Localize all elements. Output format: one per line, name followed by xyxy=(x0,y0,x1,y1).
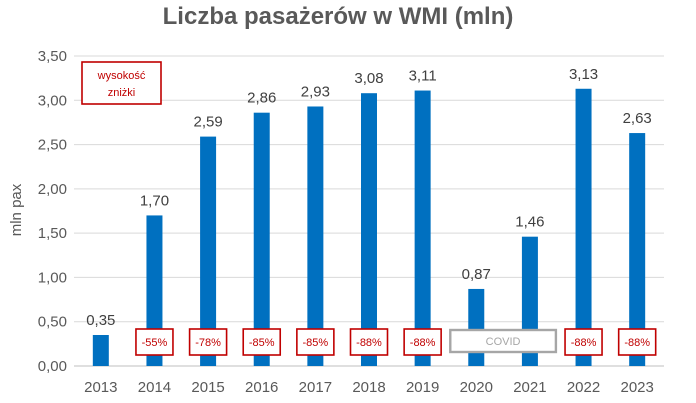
bar-2018 xyxy=(361,93,377,366)
chart-title: Liczba pasażerów w WMI (mln) xyxy=(163,3,514,30)
bar-2016 xyxy=(253,112,270,366)
y-axis-label: mln pax xyxy=(8,183,25,236)
x-tick-label-2021: 2021 xyxy=(513,379,546,396)
discount-badge-label: -88% xyxy=(410,337,436,349)
discount-badge-2018: -88% xyxy=(349,328,389,356)
covid-annotation: COVID xyxy=(449,328,558,354)
discount-badge-box xyxy=(296,328,335,356)
discount-badge-2023: -88% xyxy=(617,328,657,356)
legend-box-frame xyxy=(81,61,162,105)
x-tick-label-2020: 2020 xyxy=(460,379,493,396)
x-tick-label-2022: 2022 xyxy=(567,379,600,396)
data-label-2023: 2,63 xyxy=(623,110,652,127)
y-tick-label: 3,50 xyxy=(38,48,67,65)
data-label-2017: 2,93 xyxy=(301,83,330,100)
x-tick-label-2019: 2019 xyxy=(406,379,439,396)
bars xyxy=(92,88,646,367)
y-tick-label: 2,50 xyxy=(38,137,67,154)
discount-badges: -55% -78% -85% -85% -88% -88% -88% -88% xyxy=(135,328,657,356)
discount-badge-2015: -78% xyxy=(188,328,228,356)
y-tick-label: 3,00 xyxy=(38,92,67,109)
x-tick-label-2015: 2015 xyxy=(191,379,224,396)
discount-badge-2017: -85% xyxy=(296,328,335,356)
discount-badge-label: -85% xyxy=(303,337,329,349)
y-tick-label: 0,50 xyxy=(38,314,67,331)
x-tick-labels: 2013 2014 2015 2016 2017 2018 2019 2020 2021 2022… xyxy=(84,379,654,396)
data-labels: 0,35 1,70 2,59 2,86 2,93 3,08 3,11 0,87 1,46 3,13… xyxy=(86,66,652,329)
x-tick-label-2018: 2018 xyxy=(352,379,385,396)
bar-2022 xyxy=(575,88,592,367)
bar-2023 xyxy=(629,133,646,366)
x-tick-label-2016: 2016 xyxy=(245,379,278,396)
data-label-2021: 1,46 xyxy=(515,214,544,231)
data-label-2019: 3,11 xyxy=(409,68,437,85)
discount-badge-2014: -55% xyxy=(135,328,174,356)
discount-badge-label: -88% xyxy=(356,337,382,349)
discount-badge-box xyxy=(617,328,657,356)
discount-badge-2016: -85% xyxy=(242,328,282,356)
data-label-2015: 2,59 xyxy=(193,114,222,131)
discount-badge-box xyxy=(188,328,228,356)
y-tick-label: 1,00 xyxy=(38,269,67,286)
legend-line: wysokość xyxy=(97,70,146,82)
legend-box: wysokość zniżki xyxy=(81,61,162,105)
data-label-2016: 2,86 xyxy=(247,90,276,107)
discount-badge-label: -88% xyxy=(571,337,597,349)
discount-badge-2019: -88% xyxy=(403,328,442,356)
bar-2013 xyxy=(92,335,109,366)
bar-2019 xyxy=(414,90,431,367)
y-tick-label: 2,00 xyxy=(38,181,67,198)
discount-badge-2022: -88% xyxy=(564,328,603,356)
covid-box xyxy=(449,328,558,354)
data-label-2018: 3,08 xyxy=(354,70,383,87)
covid-label: COVID xyxy=(486,336,521,348)
bar-2017 xyxy=(307,106,324,366)
discount-badge-label: -55% xyxy=(142,337,168,349)
y-tick-label: 0,00 xyxy=(38,358,67,375)
discount-badge-box xyxy=(135,328,174,356)
discount-badge-label: -85% xyxy=(249,337,275,349)
discount-badge-box xyxy=(242,328,282,356)
data-label-2014: 1,70 xyxy=(140,192,169,209)
bar-2020 xyxy=(468,288,485,366)
data-label-2020: 0,87 xyxy=(462,266,491,283)
x-tick-label-2013: 2013 xyxy=(84,379,117,396)
discount-badge-label: -78% xyxy=(195,337,221,349)
discount-badge-label: -88% xyxy=(624,337,650,349)
data-label-2022: 3,13 xyxy=(569,66,598,83)
discount-badge-box xyxy=(564,328,603,356)
y-tick-label: 1,50 xyxy=(38,225,67,242)
legend-line: zniżki xyxy=(108,87,136,99)
x-tick-label-2014: 2014 xyxy=(138,379,171,396)
discount-badge-box xyxy=(403,328,442,356)
y-tick-labels: 0,00 0,50 1,00 1,50 2,00 2,50 3,00 3,50 xyxy=(38,48,67,375)
x-tick-label-2017: 2017 xyxy=(299,379,332,396)
x-tick-label-2023: 2023 xyxy=(620,379,653,396)
discount-badge-box xyxy=(349,328,389,356)
bar-2015 xyxy=(200,136,217,366)
data-label-2013: 0,35 xyxy=(86,312,115,329)
